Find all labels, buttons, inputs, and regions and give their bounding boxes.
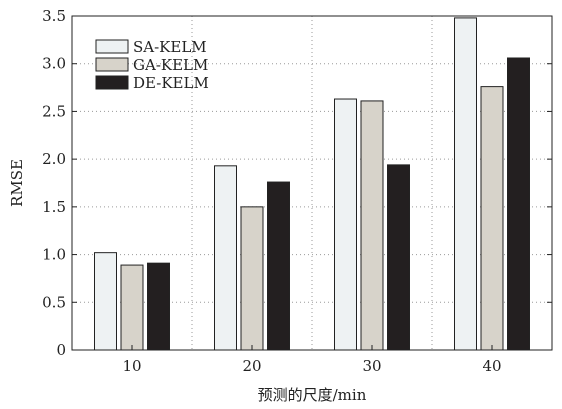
bar-de-kelm-30 [387,164,410,351]
bar-sa-kelm-10 [94,252,117,351]
x-axis-label: 预测的尺度/min [258,386,367,404]
bar-de-kelm-20 [267,181,290,351]
plot-frame [71,15,553,351]
y-tick-label: 1.5 [42,198,66,216]
bar-sa-kelm-30 [334,98,357,351]
y-tick-label: 2.5 [42,102,66,120]
bar-ga-kelm-20 [240,206,264,351]
x-tick-label: 30 [362,357,381,375]
x-tick-label: 20 [242,357,261,375]
x-tick-label: 40 [482,357,501,375]
bar-de-kelm-40 [507,57,530,351]
bars [94,17,530,351]
x-tick-label: 10 [122,357,141,375]
bar-ga-kelm-30 [360,100,384,351]
y-tick-label: 0 [56,341,66,359]
bar-ga-kelm-40 [480,86,504,351]
y-tick-label: 3.5 [42,7,66,25]
bar-de-kelm-10 [147,262,170,351]
legend-swatch-sa-kelm [95,39,129,54]
y-tick-label: 2.0 [42,150,66,168]
legend-label: DE-KELM [133,74,209,92]
legend-label: GA-KELM [133,56,208,74]
axis-ticks: 0 0.5 1.0 1.5 2.0 2.5 3.0 3.5 10 20 30 40 [42,7,552,375]
bar-sa-kelm-20 [214,165,237,351]
y-axis-label: RMSE [8,159,26,207]
legend-label: SA-KELM [133,38,207,56]
y-tick-label: 3.0 [42,55,66,73]
bar-ga-kelm-10 [120,264,144,351]
legend-swatch-ga-kelm [95,57,129,72]
y-tick-label: 0.5 [42,293,66,311]
bar-sa-kelm-40 [454,17,477,351]
y-tick-label: 1.0 [42,246,66,264]
legend-swatch-de-kelm [95,75,129,90]
